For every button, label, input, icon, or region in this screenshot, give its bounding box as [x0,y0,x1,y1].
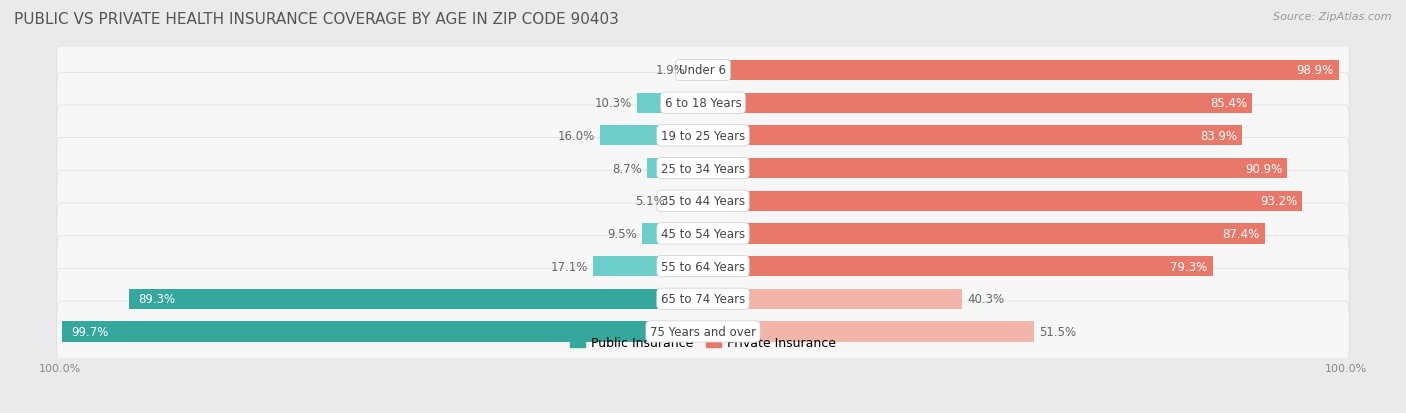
Text: Under 6: Under 6 [679,64,727,77]
FancyBboxPatch shape [56,236,1350,297]
FancyBboxPatch shape [56,73,1350,134]
Bar [637,93,703,114]
Bar [703,61,1339,81]
Text: 10.3%: 10.3% [595,97,631,110]
Text: 25 to 34 Years: 25 to 34 Years [661,162,745,175]
Text: 87.4%: 87.4% [1223,228,1260,240]
Legend: Public Insurance, Private Insurance: Public Insurance, Private Insurance [565,332,841,355]
Text: 5.1%: 5.1% [636,195,665,208]
FancyBboxPatch shape [56,40,1350,101]
Bar [703,93,1253,114]
Bar [690,61,703,81]
Bar [703,256,1213,277]
Text: 83.9%: 83.9% [1201,130,1237,142]
Bar [593,256,703,277]
Text: 65 to 74 Years: 65 to 74 Years [661,292,745,306]
Text: 6 to 18 Years: 6 to 18 Years [665,97,741,110]
Text: 8.7%: 8.7% [612,162,643,175]
Text: 51.5%: 51.5% [1039,325,1077,338]
FancyBboxPatch shape [56,301,1350,362]
Bar [600,126,703,146]
Bar [703,191,1302,211]
Bar [671,191,703,211]
Bar [62,322,703,342]
Bar [703,224,1265,244]
Text: 99.7%: 99.7% [72,325,108,338]
Text: 93.2%: 93.2% [1260,195,1298,208]
Text: 55 to 64 Years: 55 to 64 Years [661,260,745,273]
FancyBboxPatch shape [56,171,1350,232]
Text: 19 to 25 Years: 19 to 25 Years [661,130,745,142]
Text: 9.5%: 9.5% [607,228,637,240]
Bar [643,224,703,244]
Bar [647,159,703,179]
Bar [703,289,962,309]
Text: 89.3%: 89.3% [138,292,176,306]
FancyBboxPatch shape [56,269,1350,330]
Text: 35 to 44 Years: 35 to 44 Years [661,195,745,208]
Text: 40.3%: 40.3% [967,292,1004,306]
Text: 16.0%: 16.0% [558,130,595,142]
Text: 17.1%: 17.1% [551,260,588,273]
FancyBboxPatch shape [56,106,1350,166]
Text: 45 to 54 Years: 45 to 54 Years [661,228,745,240]
Text: 85.4%: 85.4% [1209,97,1247,110]
Bar [703,159,1288,179]
FancyBboxPatch shape [56,138,1350,199]
Bar [129,289,703,309]
Bar [703,126,1243,146]
Text: 79.3%: 79.3% [1171,260,1208,273]
FancyBboxPatch shape [56,204,1350,264]
Text: Source: ZipAtlas.com: Source: ZipAtlas.com [1274,12,1392,22]
Bar [703,322,1035,342]
Text: 75 Years and over: 75 Years and over [650,325,756,338]
Text: 98.9%: 98.9% [1296,64,1334,77]
Text: 1.9%: 1.9% [655,64,686,77]
Text: 90.9%: 90.9% [1246,162,1282,175]
Text: PUBLIC VS PRIVATE HEALTH INSURANCE COVERAGE BY AGE IN ZIP CODE 90403: PUBLIC VS PRIVATE HEALTH INSURANCE COVER… [14,12,619,27]
